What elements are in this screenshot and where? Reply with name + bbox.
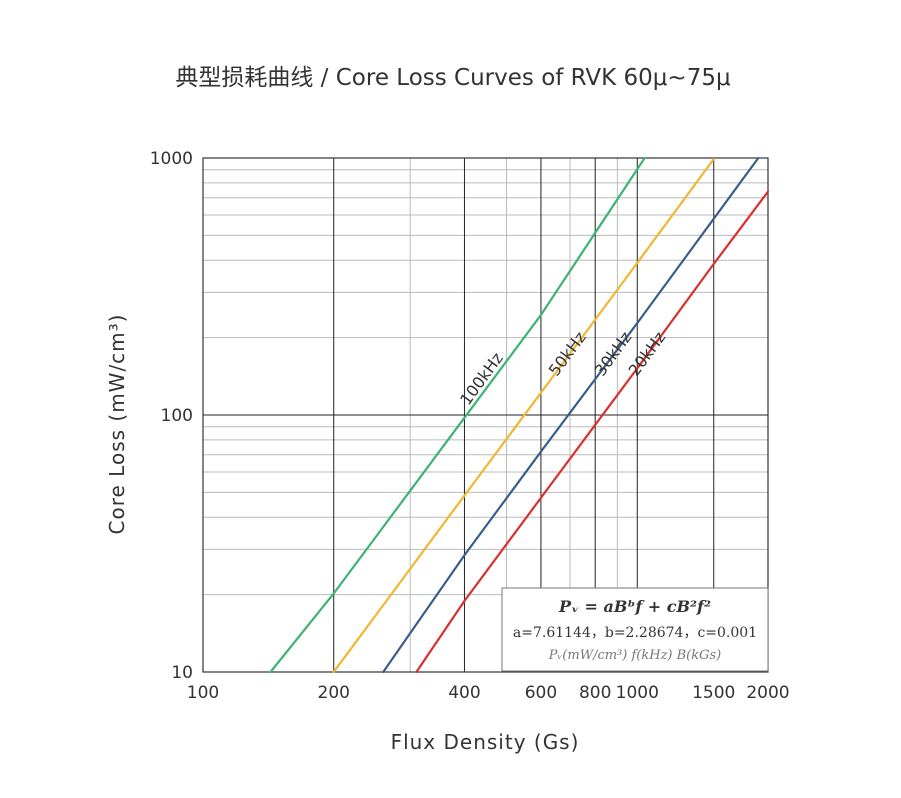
major-gridlines: [202, 157, 769, 673]
x-tick-label: 1000: [616, 683, 659, 703]
x-tick-label: 800: [579, 683, 611, 703]
loss-curves: [269, 156, 770, 674]
formula-box-frame: [501, 587, 769, 672]
x-tick-label: 2000: [746, 683, 789, 703]
plot-frame: [202, 157, 769, 673]
formula-main: Pᵥ = aBᵇf + cB²f²: [558, 597, 711, 616]
curve-20kHz: [415, 190, 770, 674]
curve-100kHz: [269, 156, 646, 674]
y-axis-label: Core Loss (mW/cm³): [105, 314, 129, 535]
x-tick-label: 1500: [692, 683, 735, 703]
x-axis-label: Flux Density (Gs): [391, 730, 580, 754]
curve-30kHz: [382, 156, 760, 674]
x-tick-label: 200: [318, 683, 350, 703]
y-tick-labels: 10 100 1000: [150, 149, 193, 683]
curve-50kHz: [332, 158, 715, 674]
y-tick-label: 100: [161, 406, 193, 426]
x-tick-label: 100: [187, 683, 219, 703]
chart-title: 典型损耗曲线 / Core Loss Curves of RVK 60μ~75μ: [175, 65, 731, 91]
curve-label-100kHz: 100kHz: [456, 349, 507, 409]
formula-params: a=7.61144，b=2.28674，c=0.001: [513, 625, 757, 641]
formula-box: Pᵥ = aBᵇf + cB²f² a=7.61144，b=2.28674，c=…: [501, 587, 769, 672]
curve-label-50kHz: 50kHz: [545, 328, 590, 380]
y-tick-label: 1000: [150, 149, 193, 169]
y-tick-label: 10: [171, 663, 193, 683]
x-tick-label: 400: [448, 683, 480, 703]
x-tick-labels: 100 200 400 600 800 1000 1500 2000: [187, 683, 790, 703]
formula-units: Pᵥ(mW/cm³) f(kHz) B(kGs): [548, 648, 722, 663]
curve-label-20kHz: 20kHz: [624, 328, 669, 380]
x-tick-label: 600: [525, 683, 557, 703]
